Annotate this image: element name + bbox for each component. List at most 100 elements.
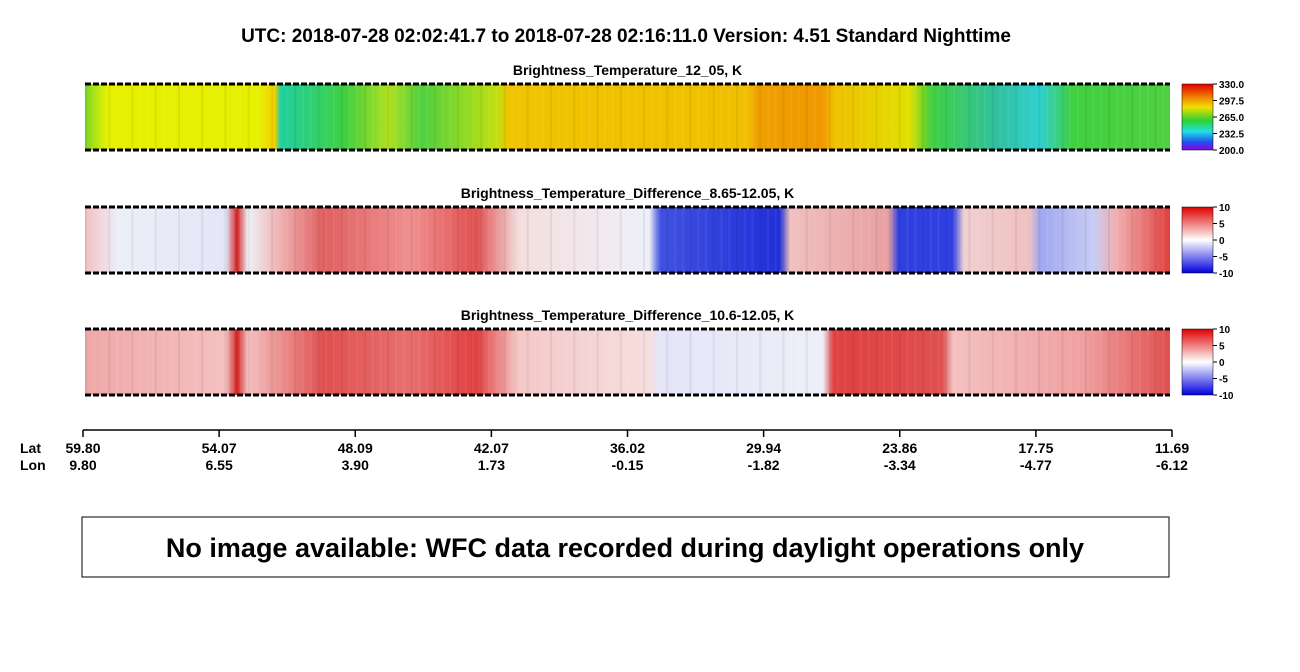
texture (712, 84, 715, 150)
texture (1015, 207, 1017, 273)
texture (511, 207, 514, 273)
texture (395, 84, 397, 150)
texture (852, 207, 855, 273)
texture (364, 329, 366, 395)
texture (309, 84, 312, 150)
texture (1038, 207, 1041, 273)
texture (705, 207, 707, 273)
texture (612, 84, 614, 150)
texture (1146, 329, 1149, 395)
texture (216, 207, 219, 273)
texture (550, 329, 552, 395)
texture (844, 207, 847, 273)
texture (751, 207, 754, 273)
lat-value: 29.94 (746, 440, 781, 456)
texture (542, 207, 545, 273)
texture (317, 329, 320, 395)
texture (185, 207, 188, 273)
texture (891, 329, 893, 395)
texture (154, 329, 157, 395)
texture (774, 84, 777, 150)
texture (441, 329, 444, 395)
texture (1131, 329, 1134, 395)
texture (588, 84, 591, 150)
texture (193, 207, 196, 273)
texture (906, 207, 909, 273)
texture (348, 84, 351, 150)
texture (1108, 207, 1110, 273)
texture (240, 329, 242, 395)
texture (1139, 207, 1141, 273)
texture (449, 207, 452, 273)
texture (170, 84, 173, 150)
texture (883, 84, 886, 150)
texture (224, 207, 227, 273)
texture (999, 329, 1002, 395)
texture (658, 84, 661, 150)
texture (867, 207, 870, 273)
texture (1131, 84, 1134, 150)
texture (519, 84, 521, 150)
texture (255, 84, 258, 150)
lon-value: 1.73 (478, 457, 505, 473)
texture (805, 329, 808, 395)
texture (836, 207, 839, 273)
texture (1162, 329, 1165, 395)
texture (813, 84, 816, 150)
texture (410, 329, 413, 395)
colorbar-label: 5 (1219, 342, 1225, 353)
colorbar (1181, 328, 1214, 396)
texture (736, 84, 738, 150)
texture (193, 329, 196, 395)
texture (1077, 207, 1079, 273)
texture (1077, 84, 1079, 150)
texture (588, 329, 591, 395)
texture (395, 207, 397, 273)
lon-value: -3.34 (884, 457, 916, 473)
texture (550, 84, 552, 150)
texture (1053, 329, 1056, 395)
texture (581, 329, 583, 395)
texture (860, 207, 862, 273)
texture (488, 207, 490, 273)
texture (906, 84, 909, 150)
texture (557, 329, 560, 395)
texture (495, 329, 498, 395)
texture (1131, 207, 1134, 273)
texture (550, 207, 552, 273)
texture (627, 329, 630, 395)
texture (844, 329, 847, 395)
texture (581, 207, 583, 273)
texture (410, 207, 413, 273)
texture (418, 329, 421, 395)
texture (488, 84, 490, 150)
texture (247, 84, 250, 150)
texture (937, 84, 940, 150)
texture (503, 84, 506, 150)
texture (1123, 207, 1126, 273)
texture (333, 84, 335, 150)
texture (960, 329, 963, 395)
texture (898, 329, 901, 395)
texture (457, 207, 459, 273)
texture (1030, 207, 1033, 273)
texture (813, 329, 816, 395)
texture (829, 207, 831, 273)
texture (185, 329, 188, 395)
texture (542, 84, 545, 150)
texture (968, 84, 971, 150)
texture (472, 207, 475, 273)
texture (1123, 84, 1126, 150)
texture (751, 84, 754, 150)
texture (209, 84, 211, 150)
texture (317, 84, 320, 150)
texture (131, 207, 134, 273)
texture (596, 207, 599, 273)
texture (643, 84, 645, 150)
texture (317, 207, 320, 273)
texture (178, 207, 180, 273)
texture (635, 329, 638, 395)
texture (123, 329, 126, 395)
texture (387, 84, 390, 150)
texture (240, 207, 242, 273)
